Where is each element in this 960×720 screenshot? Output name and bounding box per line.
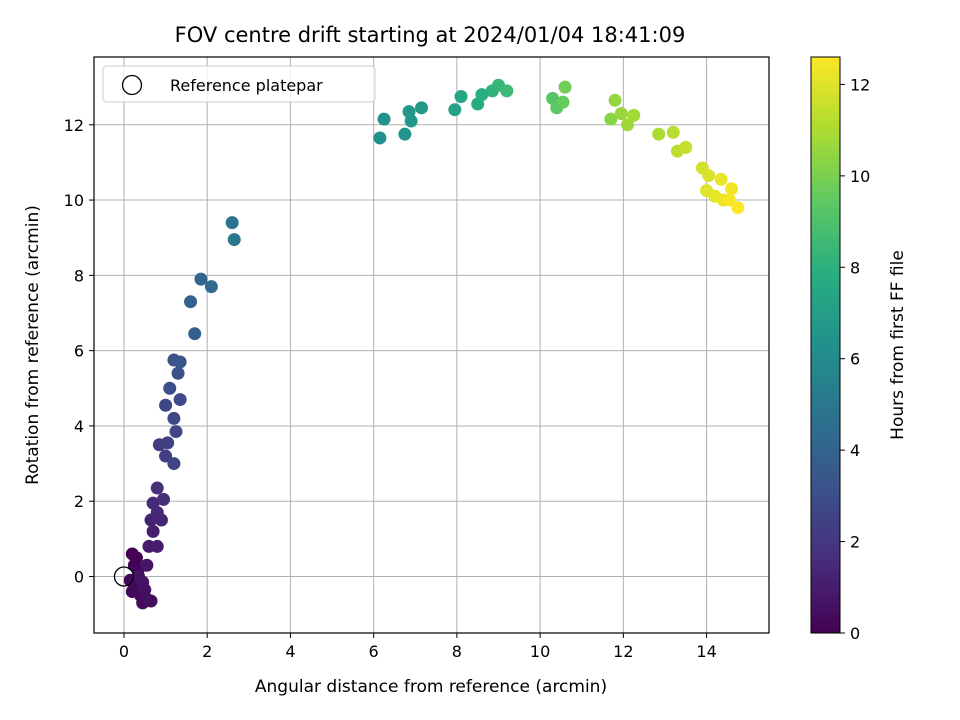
chart-title: FOV centre drift starting at 2024/01/04 … — [175, 23, 686, 47]
data-point — [398, 127, 412, 141]
data-point — [140, 558, 154, 572]
data-point — [161, 436, 175, 450]
grid — [94, 57, 769, 633]
x-tick-label: 10 — [530, 642, 550, 661]
data-point — [448, 103, 462, 117]
data-point — [159, 449, 173, 463]
data-point — [194, 272, 208, 286]
y-tick-label: 8 — [74, 266, 84, 285]
legend-label: Reference platepar — [170, 76, 323, 95]
data-point — [454, 90, 468, 104]
data-point — [558, 80, 572, 94]
data-point — [725, 182, 739, 196]
data-point — [184, 295, 198, 309]
colorbar-title: Hours from first FF file — [888, 250, 908, 440]
colorbar-tick-label: 2 — [850, 533, 860, 552]
data-point — [702, 169, 716, 183]
y-tick-label: 10 — [64, 191, 84, 210]
x-tick-label: 2 — [202, 642, 212, 661]
data-point — [144, 594, 158, 608]
data-point — [150, 481, 164, 495]
x-tick-label: 0 — [119, 642, 129, 661]
data-point — [167, 457, 181, 471]
data-point — [627, 108, 641, 122]
data-point — [604, 112, 618, 126]
data-point — [159, 398, 173, 412]
colorbar-tick-label: 8 — [850, 258, 860, 277]
legend-marker-icon — [121, 74, 143, 96]
data-point — [225, 216, 239, 230]
colorbar-tick-label: 4 — [850, 441, 860, 460]
legend-box — [102, 65, 376, 103]
data-point — [167, 411, 181, 425]
x-axis-ticks: 0 2 4 6 8 10 12 14 — [119, 633, 717, 661]
y-axis-ticks: 0 2 4 6 8 10 12 — [64, 116, 94, 587]
y-tick-label: 12 — [64, 116, 84, 135]
data-point — [227, 233, 241, 247]
data-point — [132, 570, 146, 584]
data-point — [475, 88, 489, 102]
data-point — [204, 280, 218, 294]
data-point — [666, 125, 680, 139]
data-point — [722, 193, 736, 207]
data-point — [146, 524, 160, 538]
reference-marker — [113, 566, 135, 587]
data-point — [150, 539, 164, 553]
data-point — [173, 355, 187, 369]
data-point — [402, 105, 416, 119]
y-tick-label: 4 — [74, 417, 84, 436]
data-point — [679, 140, 693, 154]
y-tick-label: 6 — [74, 342, 84, 361]
colorbar-tick-label: 12 — [850, 75, 870, 94]
x-axis-title: Angular distance from reference (arcmin) — [255, 677, 607, 697]
colorbar-tick-label: 10 — [850, 167, 870, 186]
data-point — [556, 95, 570, 109]
reference-point — [113, 566, 135, 587]
data-point — [608, 93, 622, 107]
data-point — [188, 327, 202, 341]
y-axis-title: Rotation from reference (arcmin) — [23, 205, 43, 485]
y-tick-label: 2 — [74, 492, 84, 511]
colorbar: 0 2 4 6 8 10 12 Hours from first FF file — [810, 56, 908, 643]
colorbar-gradient — [810, 56, 841, 634]
data-point — [163, 381, 177, 395]
data-point — [171, 366, 185, 380]
x-tick-label: 4 — [285, 642, 295, 661]
data-point — [652, 127, 666, 141]
data-points — [123, 78, 745, 610]
x-tick-label: 6 — [369, 642, 379, 661]
colorbar-ticks: 0 2 4 6 8 10 12 — [840, 75, 870, 643]
x-tick-label: 8 — [452, 642, 462, 661]
data-point — [373, 131, 387, 145]
legend: Reference platepar — [102, 65, 376, 103]
colorbar-tick-label: 0 — [850, 624, 860, 643]
data-point — [500, 84, 514, 98]
data-point — [156, 492, 170, 506]
x-tick-label: 14 — [696, 642, 716, 661]
x-tick-label: 12 — [613, 642, 633, 661]
data-point — [173, 393, 187, 407]
plot-frame — [93, 56, 770, 634]
data-point — [714, 172, 728, 186]
data-point — [731, 201, 745, 215]
data-point — [415, 101, 429, 115]
data-point — [169, 425, 183, 439]
data-point — [614, 106, 628, 120]
colorbar-tick-label: 6 — [850, 350, 860, 369]
data-point — [621, 118, 635, 132]
data-point — [377, 112, 391, 126]
y-tick-label: 0 — [74, 568, 84, 587]
data-point — [146, 496, 160, 510]
